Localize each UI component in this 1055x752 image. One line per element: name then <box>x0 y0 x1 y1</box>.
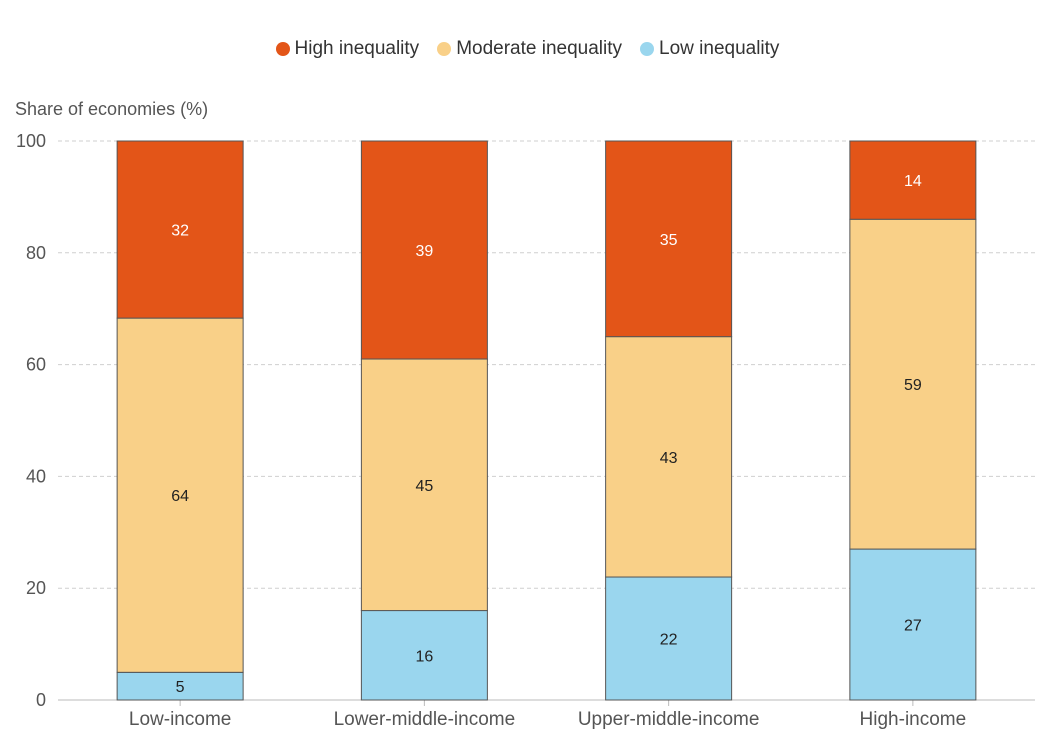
bar-segment-3-1 <box>849 218 977 550</box>
legend-swatch-low <box>640 42 655 56</box>
data-label-2-0: 22 <box>660 632 678 649</box>
bar-segment-0-2 <box>116 140 244 319</box>
bar-segment-0-1 <box>116 317 244 673</box>
data-label-1-2: 39 <box>415 243 433 260</box>
data-label-2-2: 35 <box>660 232 678 249</box>
bar-segment-1-0 <box>360 610 488 701</box>
legend-swatch-moderate <box>437 42 452 56</box>
x-tick-label-2: Upper-middle-income <box>578 709 760 730</box>
data-label-1-0: 16 <box>415 648 433 665</box>
legend-swatch-high <box>275 42 290 56</box>
bar-segment-3-0 <box>849 548 977 701</box>
bar-segment-3-2 <box>849 140 977 220</box>
data-label-0-2: 32 <box>171 223 189 240</box>
data-label-1-1: 45 <box>415 478 433 495</box>
x-tick-label-1: Lower-middle-income <box>334 709 516 730</box>
y-tick-label-80: 80 <box>26 243 46 263</box>
x-tick-label-0: Low-income <box>129 709 231 730</box>
y-axis-label: Share of economies (%) <box>15 99 209 119</box>
legend-item-high[interactable]: High inequality <box>275 38 420 60</box>
legend-item-low[interactable]: Low inequality <box>640 38 779 60</box>
bar-segment-0-0 <box>116 671 244 701</box>
bar-segment-2-1 <box>605 336 733 578</box>
bar-segment-1-1 <box>360 358 488 612</box>
bar-segment-1-2 <box>360 140 488 360</box>
data-label-0-0: 5 <box>176 679 185 696</box>
chart-legend: High inequality Moderate inequality Low … <box>0 38 1055 60</box>
legend-label-moderate: Moderate inequality <box>456 38 623 59</box>
legend-label-high: High inequality <box>294 38 420 59</box>
data-label-2-1: 43 <box>660 450 678 467</box>
data-label-3-0: 27 <box>904 618 922 635</box>
x-tick-label-3: High-income <box>860 709 967 730</box>
y-tick-label-20: 20 <box>26 578 46 598</box>
data-label-3-2: 14 <box>904 173 922 190</box>
data-label-0-1: 64 <box>171 488 189 505</box>
legend-label-low: Low inequality <box>659 38 780 59</box>
data-label-3-1: 59 <box>904 377 922 394</box>
y-tick-label-0: 0 <box>36 690 46 710</box>
y-tick-label-100: 100 <box>16 131 46 151</box>
y-tick-label-60: 60 <box>26 355 46 375</box>
bar-segment-2-0 <box>605 576 733 701</box>
y-tick-label-40: 40 <box>26 466 46 486</box>
bar-segment-2-2 <box>605 140 733 338</box>
legend-item-moderate[interactable]: Moderate inequality <box>437 38 622 60</box>
